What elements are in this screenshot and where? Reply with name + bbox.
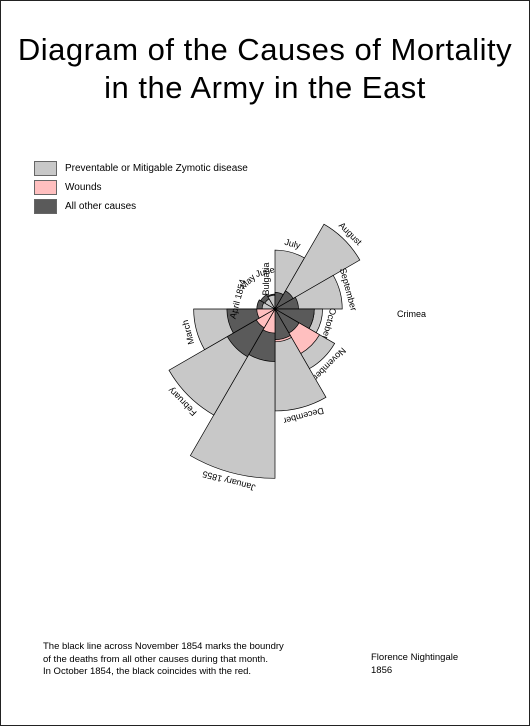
signature: Florence Nightingale 1856 — [371, 652, 458, 677]
title-line-2: in the Army in the East — [104, 70, 426, 105]
legend-item-zymotic: Preventable or Mitigable Zymotic disease — [34, 159, 248, 178]
month-label-july: July — [283, 237, 302, 251]
legend-label-other: All other causes — [65, 201, 137, 212]
legend-swatch-wounds — [34, 180, 57, 195]
region-label-crimea: Crimea — [397, 309, 426, 319]
month-label-october: October — [320, 307, 338, 341]
legend-label-zymotic: Preventable or Mitigable Zymotic disease — [65, 163, 248, 174]
legend-item-wounds: Wounds — [34, 178, 248, 197]
month-label-may: May — [238, 272, 257, 291]
month-label-june: June — [254, 264, 275, 279]
signature-year: 1856 — [371, 664, 393, 676]
title-line-1: Diagram of the Causes of Mortality — [17, 32, 513, 67]
region-label-bulgaria: Bulgaria — [261, 262, 271, 295]
month-label-march: March — [180, 319, 196, 346]
chart-title: Diagram of the Causes of Mortality in th… — [1, 31, 529, 107]
footnote-line-3: In October 1854, the black coincides wit… — [43, 666, 252, 677]
legend-swatch-other — [34, 199, 57, 214]
footnote: The black line across November 1854 mark… — [43, 641, 284, 679]
signature-name: Florence Nightingale — [371, 652, 459, 663]
wedge-march-wounds — [256, 308, 277, 319]
footnote-line-2: of the deaths from all other causes duri… — [43, 653, 268, 665]
wedge-august-zymotic — [274, 223, 361, 310]
legend-swatch-zymotic — [34, 161, 57, 176]
wedge-layer — [168, 223, 361, 479]
legend-item-other: All other causes — [34, 197, 248, 216]
legend-label-wounds: Wounds — [65, 182, 102, 193]
legend: Preventable or Mitigable Zymotic disease… — [34, 159, 248, 216]
footnote-line-1: The black line across November 1854 mark… — [43, 641, 284, 652]
